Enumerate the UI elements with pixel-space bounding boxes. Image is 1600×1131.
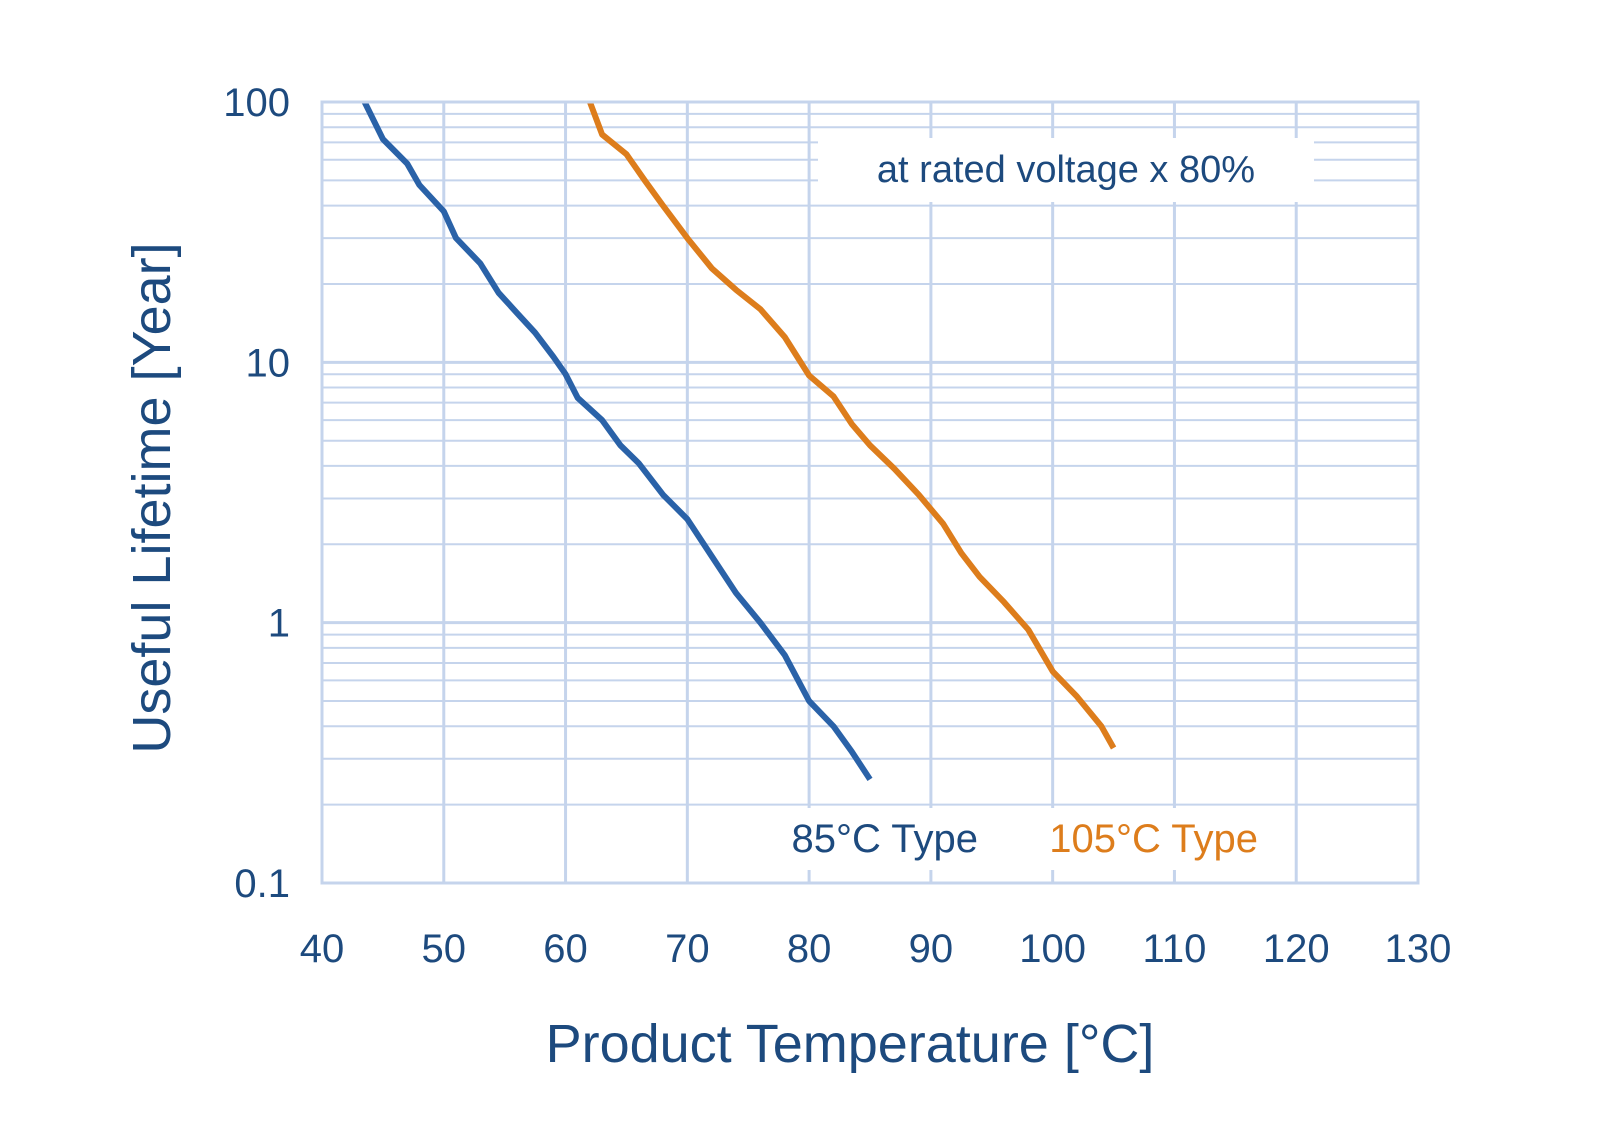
y-tick-label: 1	[268, 602, 290, 646]
series-105c-line	[587, 100, 1117, 750]
x-axis-title: Product Temperature [°C]	[546, 1014, 1155, 1074]
legend-105c-type: 105°C Type	[1049, 817, 1258, 861]
y-axis-tick-labels: 0.1 1 10 100	[223, 81, 290, 906]
y-tick-label: 100	[223, 81, 290, 125]
x-axis-tick-labels: 40 50 60 70 80 90 100 110 120 130	[300, 927, 1452, 971]
plot-border	[320, 100, 1420, 885]
y-axis-title: Useful Lifetime [Year]	[122, 242, 182, 753]
x-tick-label: 50	[422, 927, 467, 971]
legend-background	[760, 808, 1280, 870]
x-tick-label: 110	[1143, 927, 1207, 971]
x-tick-label: 90	[909, 927, 954, 971]
y-tick-label: 10	[246, 341, 291, 385]
x-tick-label: 80	[787, 927, 832, 971]
series-lines	[361, 100, 1117, 782]
annotation-background	[818, 138, 1314, 202]
x-tick-label: 60	[543, 927, 588, 971]
x-tick-label: 40	[300, 927, 345, 971]
x-tick-label: 100	[1019, 927, 1086, 971]
x-tick-label: 130	[1385, 927, 1452, 971]
annotation-rated-voltage: at rated voltage x 80%	[877, 149, 1255, 191]
series-85c-line	[361, 100, 873, 782]
x-tick-label: 120	[1263, 927, 1330, 971]
plot-frame	[320, 100, 1420, 885]
y-tick-label: 0.1	[234, 862, 290, 906]
legend-85c-type: 85°C Type	[792, 817, 978, 861]
x-tick-label: 70	[665, 927, 710, 971]
